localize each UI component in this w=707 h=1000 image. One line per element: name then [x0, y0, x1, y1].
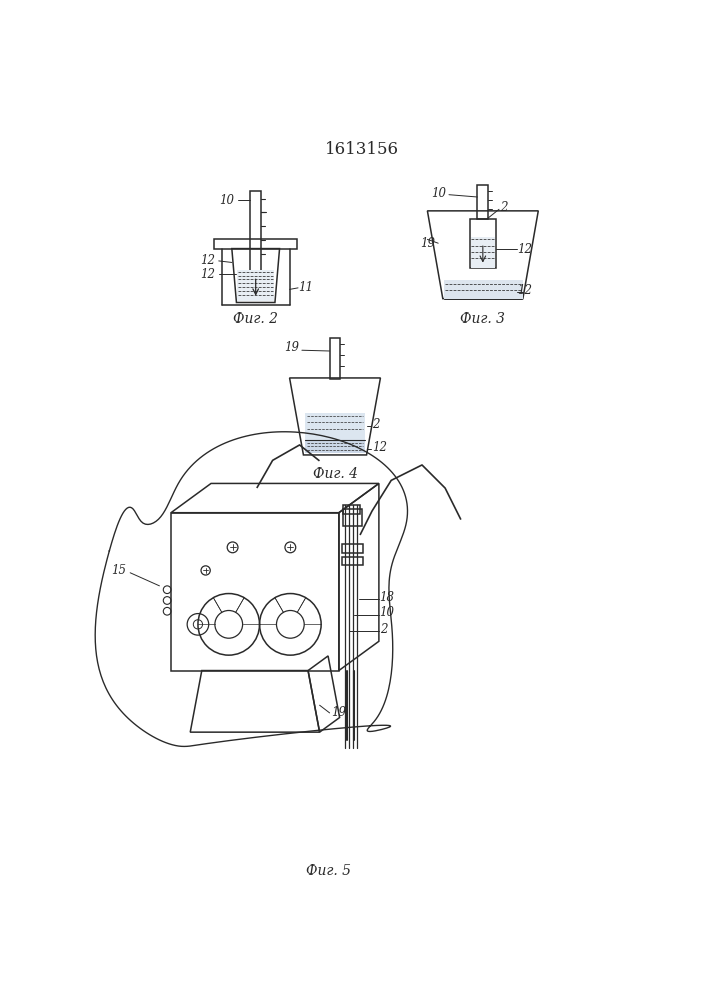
Bar: [344, 509, 362, 526]
Bar: [214, 239, 297, 249]
Text: 2: 2: [372, 418, 380, 431]
Text: Фиг. 4: Фиг. 4: [312, 467, 358, 481]
Text: 18: 18: [380, 591, 395, 604]
Text: 10: 10: [219, 194, 234, 207]
Text: 15: 15: [111, 564, 127, 577]
Bar: [305, 413, 365, 440]
Text: Фиг. 5: Фиг. 5: [306, 864, 351, 878]
Text: 19: 19: [331, 706, 346, 719]
Text: 1613156: 1613156: [325, 141, 399, 158]
Bar: [342, 557, 363, 565]
Text: 19: 19: [284, 341, 299, 354]
Bar: [250, 191, 261, 282]
Text: 11: 11: [298, 281, 313, 294]
Text: 19: 19: [420, 237, 435, 250]
Bar: [305, 440, 365, 453]
Bar: [344, 505, 361, 514]
Text: 2: 2: [500, 201, 508, 214]
Bar: [342, 544, 363, 553]
Bar: [469, 219, 496, 268]
Bar: [477, 185, 489, 219]
Text: 2: 2: [380, 623, 387, 636]
Bar: [329, 338, 340, 379]
Text: Фиг. 2: Фиг. 2: [233, 312, 278, 326]
Text: 10: 10: [431, 187, 446, 200]
Text: 12: 12: [518, 243, 532, 256]
Text: 12: 12: [372, 441, 387, 454]
Text: 12: 12: [518, 284, 532, 297]
Text: 12: 12: [201, 254, 216, 267]
Bar: [471, 237, 495, 268]
Bar: [443, 280, 523, 299]
Text: Фиг. 3: Фиг. 3: [460, 312, 506, 326]
Text: 12: 12: [201, 267, 216, 280]
Bar: [238, 270, 274, 301]
Text: 10: 10: [380, 606, 395, 619]
